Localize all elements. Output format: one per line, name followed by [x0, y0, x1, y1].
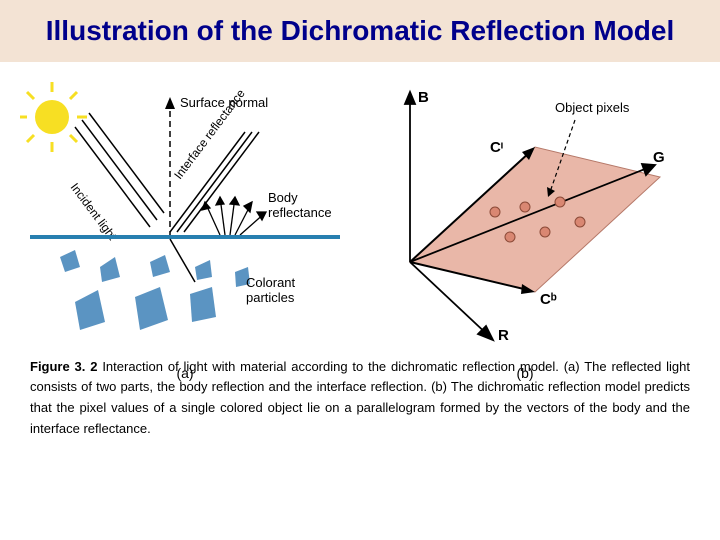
- Ci-label: Cᶦ: [490, 139, 503, 156]
- particles-label-2: particles: [246, 290, 295, 305]
- sun-icon: [20, 82, 87, 152]
- colorant-particles: [60, 250, 250, 330]
- body-label-2: reflectance: [268, 205, 332, 220]
- body-arrows: [202, 197, 266, 235]
- refracted-ray: [170, 239, 195, 282]
- axis-B-label: B: [418, 89, 429, 106]
- sub-a: (a): [20, 365, 350, 381]
- diagram-b: B G R Cᶦ Cᵇ Object pixels: [360, 72, 690, 352]
- object-pixels-label: Object pixels: [555, 100, 630, 115]
- interface-rays: [170, 132, 259, 232]
- particles-label-1: Colorant: [246, 275, 296, 290]
- normal-arrowhead: [165, 97, 175, 109]
- diagram-a: Incident light Surface normal Interface …: [20, 72, 350, 352]
- body-label-1: Body: [268, 190, 298, 205]
- axis-G-label: G: [653, 149, 665, 166]
- axis-R-label: R: [498, 327, 509, 344]
- incident-label: Incident light: [68, 180, 120, 243]
- title-bar: Illustration of the Dichromatic Reflecti…: [0, 0, 720, 62]
- sub-b: (b): [360, 365, 690, 381]
- surface-line: [30, 235, 340, 239]
- Cb-label: Cᵇ: [540, 291, 557, 308]
- diagrams-row: Incident light Surface normal Interface …: [0, 62, 720, 357]
- page-title: Illustration of the Dichromatic Reflecti…: [20, 14, 700, 48]
